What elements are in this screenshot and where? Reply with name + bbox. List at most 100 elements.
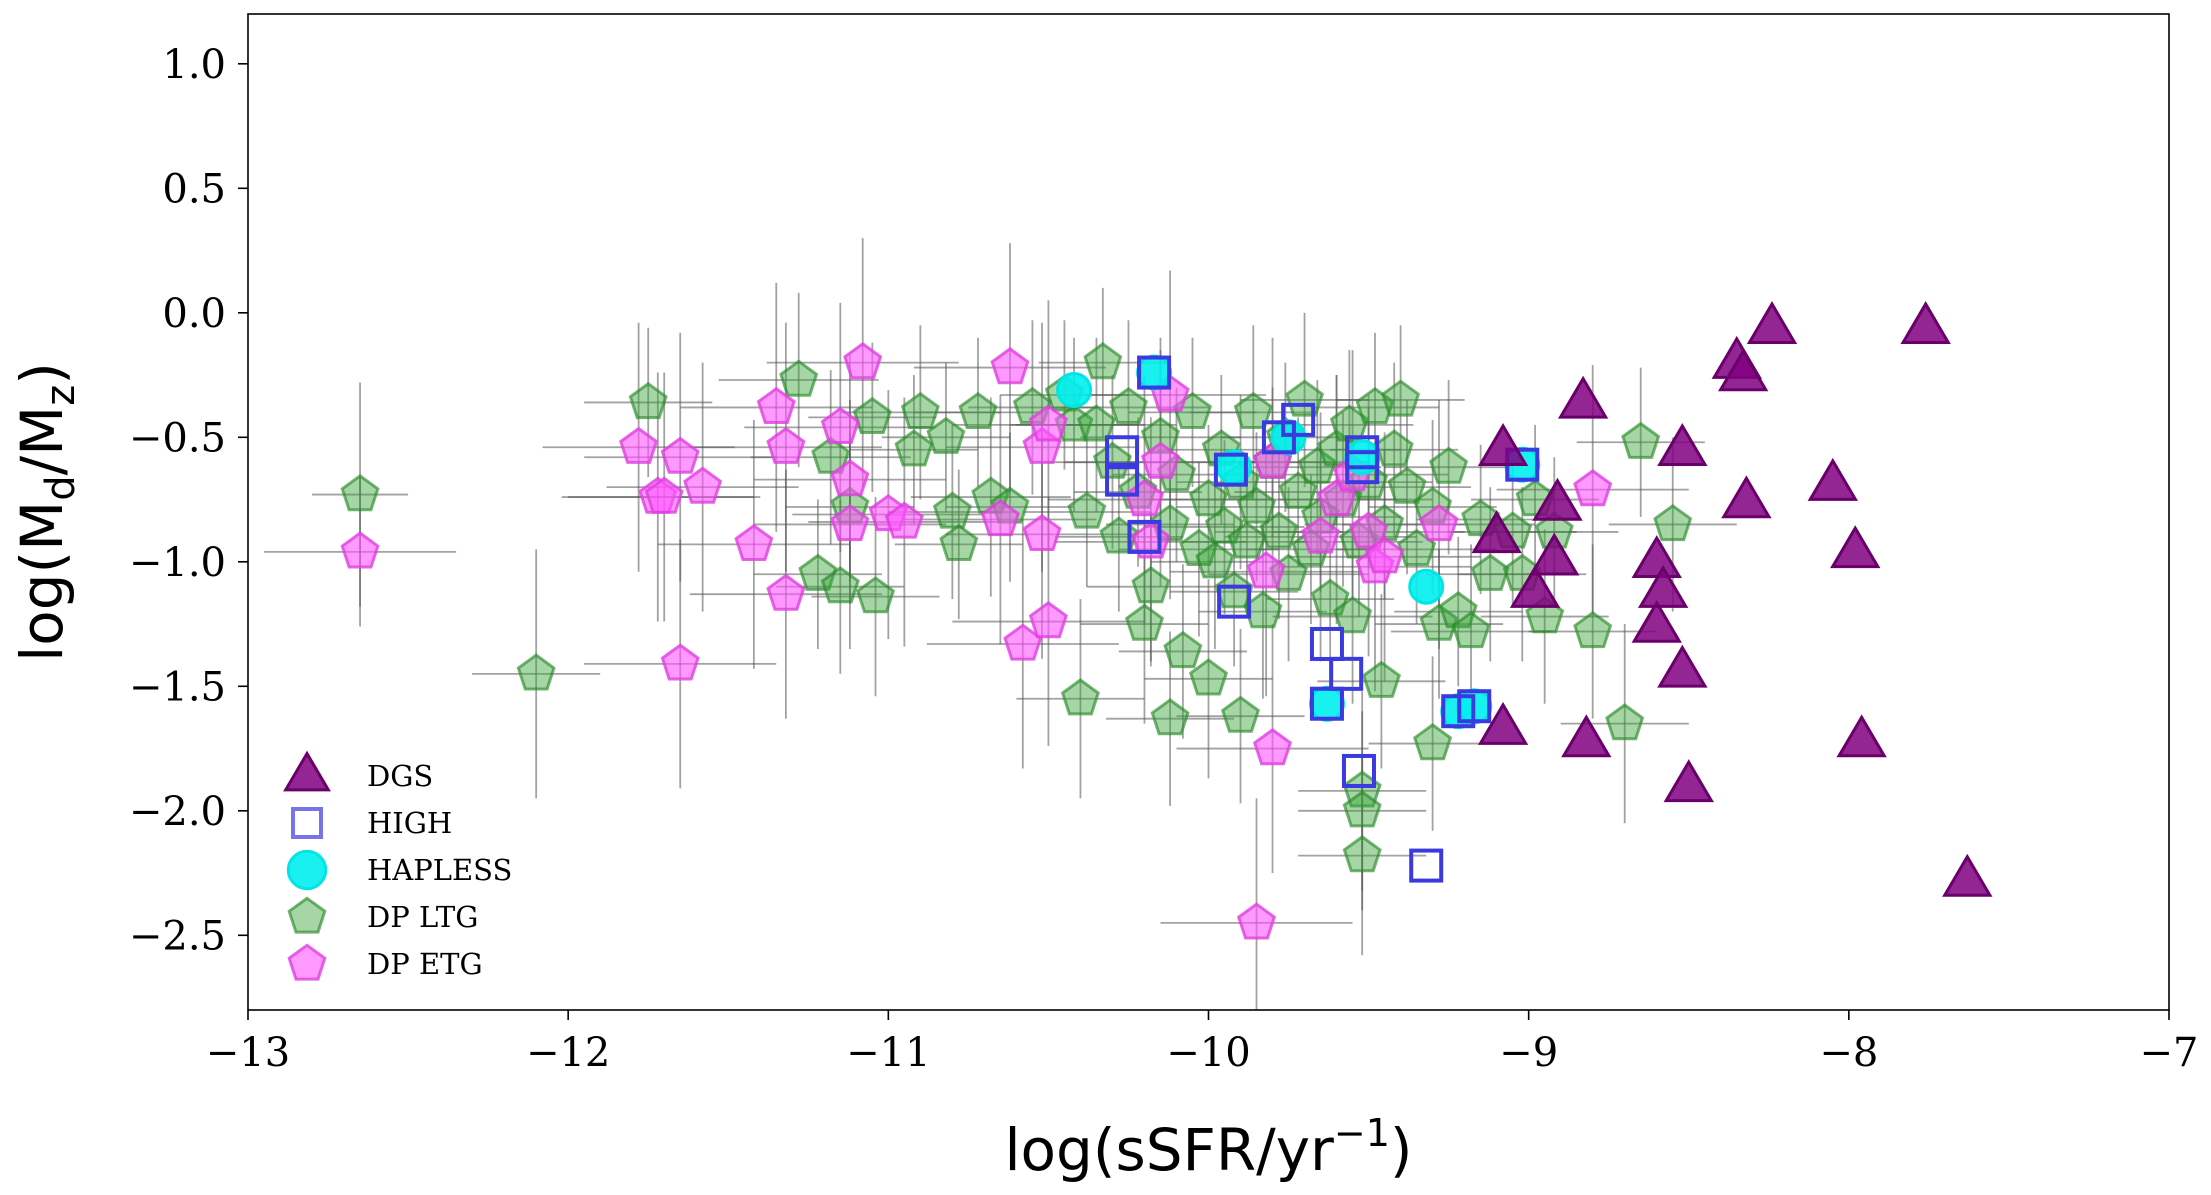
legend-item: DGS xyxy=(283,750,433,793)
data-point xyxy=(1438,591,1478,629)
x-tick-label: −8 xyxy=(1819,1030,1878,1076)
legend-label: HIGH xyxy=(367,806,452,840)
data-point xyxy=(1060,678,1100,716)
data-point xyxy=(1631,599,1682,643)
y-axis: 1.0 0.5 0.0 −0.5 −1.0 −1.5 −2.0 −2.5 xyxy=(129,42,248,959)
data-point xyxy=(1233,391,1273,429)
data-point xyxy=(1573,469,1613,507)
data-point xyxy=(1942,853,1993,897)
data-point xyxy=(660,436,700,474)
data-point xyxy=(1413,723,1453,761)
data-point xyxy=(1105,462,1140,497)
data-point xyxy=(1076,404,1116,442)
data-point xyxy=(1836,714,1887,758)
y-tick-label: 0.0 xyxy=(162,291,226,337)
data-point xyxy=(1457,689,1492,724)
x-axis: −13 −12 −11 −10 −9 −8 −7 xyxy=(206,1010,2199,1076)
data-point xyxy=(1573,610,1613,649)
legend-item: DP LTG xyxy=(287,896,478,934)
data-point xyxy=(1561,714,1612,758)
data-point xyxy=(1213,452,1248,487)
data-point xyxy=(1329,404,1369,442)
legend-marker xyxy=(283,750,331,792)
data-point xyxy=(1127,519,1162,554)
data-point xyxy=(1657,423,1708,466)
series-high xyxy=(1105,355,1540,883)
data-point xyxy=(900,391,940,429)
data-point xyxy=(619,426,659,464)
data-point xyxy=(830,459,870,497)
data-point xyxy=(1105,435,1140,470)
legend-label: DP ETG xyxy=(367,947,483,981)
y-axis-label: log(Md/Mz) xyxy=(8,362,84,662)
legend: DGS HIGH HAPLESS DP LTG DP ETG xyxy=(283,750,512,981)
data-point xyxy=(1365,536,1405,574)
data-point xyxy=(1236,902,1277,940)
y-tick-label: 1.0 xyxy=(162,42,226,88)
x-axis-label: log(sSFR/yr−1) xyxy=(1004,1111,1412,1184)
data-point xyxy=(683,466,723,504)
data-point xyxy=(1252,728,1293,766)
data-point xyxy=(1137,355,1172,390)
data-point xyxy=(779,359,819,397)
data-point xyxy=(1477,701,1529,745)
x-tick-label: −10 xyxy=(1166,1030,1250,1076)
data-point xyxy=(660,643,700,681)
data-point xyxy=(1056,371,1093,408)
data-point xyxy=(990,347,1030,385)
data-point xyxy=(1419,603,1459,641)
legend-marker xyxy=(286,849,328,891)
data-point xyxy=(1136,354,1173,391)
y-tick-label: 0.5 xyxy=(162,166,226,212)
data-point xyxy=(855,576,896,614)
data-point xyxy=(926,416,966,454)
legend-item: DP ETG xyxy=(287,943,483,981)
x-tick-label: −11 xyxy=(846,1030,930,1076)
legend-label: DP LTG xyxy=(367,900,478,934)
data-point xyxy=(1605,703,1645,741)
data-point xyxy=(1830,525,1881,569)
data-point xyxy=(1297,446,1337,484)
data-point xyxy=(1657,644,1708,688)
x-tick-label: −7 xyxy=(2140,1030,2199,1076)
data-point xyxy=(1140,441,1181,479)
data-point xyxy=(1308,685,1345,722)
data-point xyxy=(1227,521,1267,559)
data-point xyxy=(830,503,870,542)
data-point xyxy=(1721,475,1772,519)
data-point xyxy=(1261,420,1296,455)
data-point xyxy=(1717,348,1769,392)
data-point xyxy=(1259,511,1299,549)
legend-marker xyxy=(287,896,327,934)
data-point xyxy=(1374,429,1414,467)
series-dgs xyxy=(1471,301,1993,897)
data-point xyxy=(734,523,774,561)
data-point xyxy=(1329,656,1364,691)
data-point xyxy=(1409,848,1444,883)
legend-marker xyxy=(287,943,327,981)
data-point xyxy=(932,491,972,529)
y-tick-label: −0.5 xyxy=(129,415,226,461)
data-point xyxy=(1419,503,1459,542)
data-point xyxy=(644,476,684,514)
x-tick-label: −9 xyxy=(1499,1030,1558,1076)
data-point xyxy=(1067,491,1107,529)
data-point xyxy=(1429,446,1469,484)
y-tick-label: −1.5 xyxy=(129,664,226,710)
data-point xyxy=(1108,386,1148,424)
data-point xyxy=(1310,578,1350,616)
data-point xyxy=(980,498,1020,537)
data-point xyxy=(1028,601,1068,639)
data-point xyxy=(1807,457,1859,501)
data-point xyxy=(1663,759,1714,803)
data-point xyxy=(340,531,380,569)
plot-area xyxy=(264,238,1993,1010)
data-point xyxy=(1083,342,1123,380)
data-point xyxy=(1150,698,1190,736)
data-point xyxy=(756,386,796,424)
data-point xyxy=(1471,510,1522,554)
data-point xyxy=(766,426,806,464)
data-point xyxy=(1529,532,1580,576)
legend-item: HIGH xyxy=(291,806,452,840)
data-point xyxy=(1477,423,1529,466)
